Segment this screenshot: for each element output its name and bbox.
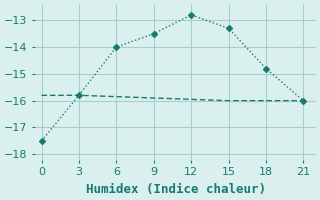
X-axis label: Humidex (Indice chaleur): Humidex (Indice chaleur) bbox=[85, 183, 266, 196]
